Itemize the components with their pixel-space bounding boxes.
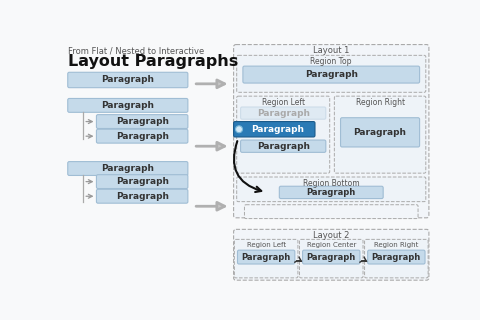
FancyBboxPatch shape <box>234 239 298 278</box>
FancyBboxPatch shape <box>237 96 330 173</box>
Text: Region Left: Region Left <box>262 98 305 107</box>
FancyBboxPatch shape <box>300 239 363 278</box>
Text: Paragraph: Paragraph <box>305 70 358 79</box>
FancyBboxPatch shape <box>237 177 426 202</box>
FancyBboxPatch shape <box>240 107 326 119</box>
Text: Paragraph: Paragraph <box>101 76 154 84</box>
Text: Region Top: Region Top <box>311 57 352 66</box>
Text: Paragraph: Paragraph <box>307 252 356 261</box>
Text: Region Center: Region Center <box>307 242 356 248</box>
Text: Paragraph: Paragraph <box>307 188 356 197</box>
FancyBboxPatch shape <box>234 229 429 280</box>
Text: Paragraph: Paragraph <box>251 125 304 134</box>
Text: Paragraph: Paragraph <box>372 252 421 261</box>
Text: Paragraph: Paragraph <box>101 164 154 173</box>
Text: Layout 2: Layout 2 <box>313 231 349 240</box>
Text: Paragraph: Paragraph <box>116 117 168 126</box>
FancyBboxPatch shape <box>68 72 188 88</box>
Text: From Flat / Nested to Interactive: From Flat / Nested to Interactive <box>68 46 204 55</box>
FancyBboxPatch shape <box>365 239 428 278</box>
FancyBboxPatch shape <box>302 250 360 264</box>
FancyBboxPatch shape <box>237 55 426 92</box>
FancyBboxPatch shape <box>243 66 420 83</box>
FancyBboxPatch shape <box>244 205 418 219</box>
Text: Paragraph: Paragraph <box>257 142 310 151</box>
FancyBboxPatch shape <box>96 175 188 188</box>
Circle shape <box>236 126 242 133</box>
FancyBboxPatch shape <box>234 122 315 137</box>
FancyBboxPatch shape <box>368 250 425 264</box>
FancyBboxPatch shape <box>335 96 426 173</box>
Text: Paragraph: Paragraph <box>116 192 168 201</box>
FancyBboxPatch shape <box>340 118 420 147</box>
Text: Region Left: Region Left <box>247 242 286 248</box>
Text: Paragraph: Paragraph <box>257 108 310 117</box>
Text: Region Right: Region Right <box>356 98 405 107</box>
FancyBboxPatch shape <box>68 162 188 175</box>
FancyBboxPatch shape <box>238 250 295 264</box>
FancyBboxPatch shape <box>96 115 188 129</box>
FancyBboxPatch shape <box>279 186 383 198</box>
FancyBboxPatch shape <box>240 140 326 152</box>
FancyBboxPatch shape <box>68 99 188 112</box>
FancyBboxPatch shape <box>96 189 188 203</box>
Text: Paragraph: Paragraph <box>101 101 154 110</box>
Text: Paragraph: Paragraph <box>116 132 168 141</box>
Text: Region Bottom: Region Bottom <box>303 179 360 188</box>
Text: Region Right: Region Right <box>374 242 419 248</box>
Text: Paragraph: Paragraph <box>116 177 168 186</box>
Text: Paragraph: Paragraph <box>354 128 407 137</box>
FancyBboxPatch shape <box>96 129 188 143</box>
Text: Layout 1: Layout 1 <box>313 46 349 55</box>
FancyBboxPatch shape <box>234 44 429 218</box>
Text: Layout Paragraphs: Layout Paragraphs <box>68 54 238 69</box>
Text: Paragraph: Paragraph <box>241 252 291 261</box>
